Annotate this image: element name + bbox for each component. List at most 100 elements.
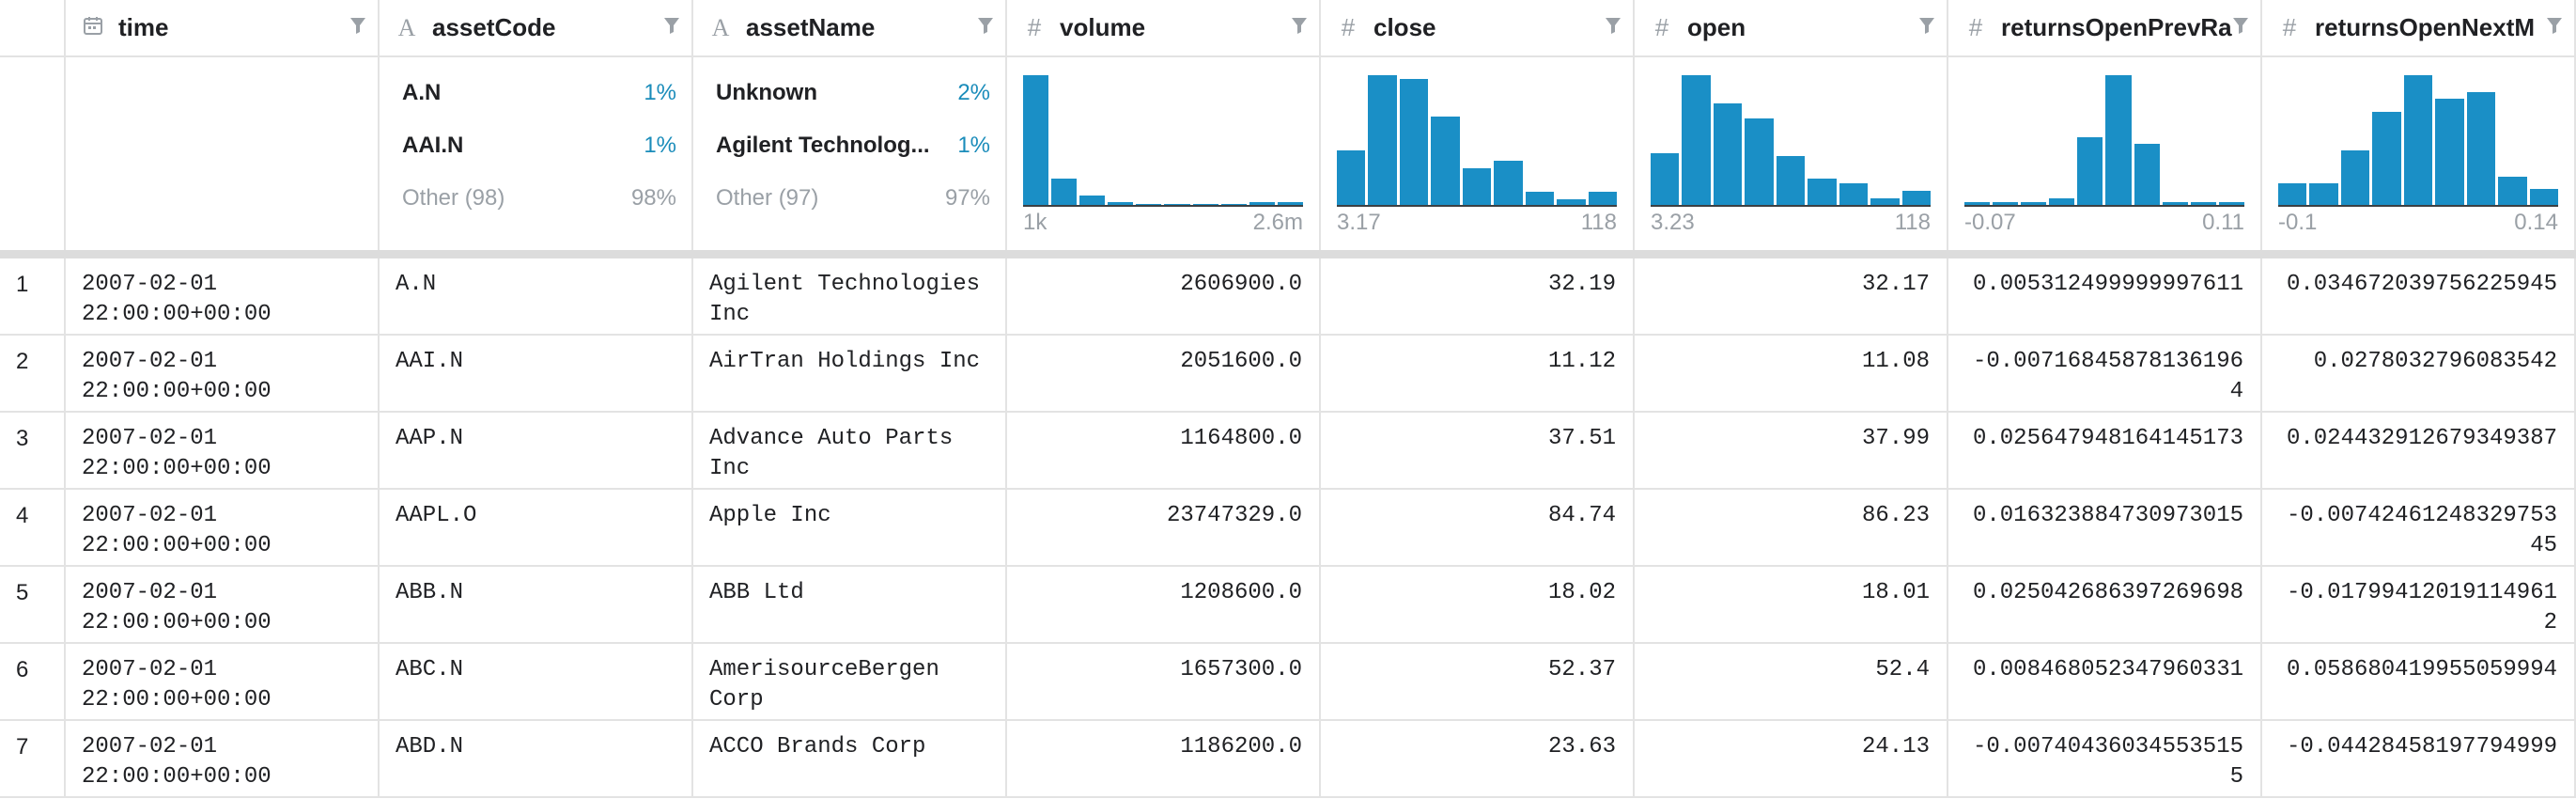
table-cell: AirTran Holdings Inc: [693, 336, 1007, 413]
top-value-share: 2%: [957, 80, 990, 105]
histogram-bar: [1431, 117, 1460, 205]
histogram-bar: [2218, 202, 2244, 205]
top-value: Agilent Technolog... 1%: [716, 133, 990, 159]
column-header[interactable]: # volume: [1007, 0, 1321, 57]
table-cell: 23747329.0: [1007, 490, 1321, 567]
table-cell: 84.74: [1321, 490, 1635, 567]
type-icon: #: [1341, 13, 1356, 41]
histogram-bar: [1993, 202, 2019, 205]
top-value-label: Other (98): [402, 185, 505, 211]
histogram-bar: [2049, 198, 2075, 205]
table-cell: 2051600.0: [1007, 336, 1321, 413]
top-value-label: AAI.N: [402, 133, 464, 158]
filter-icon[interactable]: [663, 16, 680, 39]
histogram-bar: [1164, 203, 1190, 205]
histogram-max: 118: [1894, 210, 1931, 235]
filter-icon[interactable]: [2546, 16, 2563, 39]
table-cell: Advance Auto Parts Inc: [693, 413, 1007, 490]
histogram-min: -0.07: [1964, 210, 2016, 235]
column-name: close: [1373, 13, 1436, 41]
table-cell: -0.04428458197794999: [2262, 721, 2576, 798]
column-header[interactable]: # close: [1321, 0, 1635, 57]
row-index: 5: [0, 567, 66, 644]
table-cell: 1657300.0: [1007, 644, 1321, 721]
table-cell: 52.37: [1321, 644, 1635, 721]
table-cell: 37.99: [1635, 413, 1948, 490]
histogram-bar: [1713, 103, 1743, 205]
table-cell: 37.51: [1321, 413, 1635, 490]
table-cell: 0.025042686397269698: [1948, 567, 2262, 644]
top-value: Other (97) 97%: [716, 185, 990, 212]
histogram: [1964, 73, 2244, 207]
histogram: [2278, 73, 2558, 207]
histogram-bar: [2529, 189, 2558, 205]
histogram-bar: [1839, 182, 1869, 205]
column-name: time: [118, 13, 169, 41]
column-name: returnsOpenNextM: [2315, 13, 2536, 41]
top-value-share: 98%: [630, 185, 676, 211]
histogram-bar: [1494, 161, 1523, 205]
histogram-min: -0.1: [2278, 210, 2318, 235]
table-cell: A.N: [380, 258, 693, 336]
top-value-share: 1%: [644, 133, 676, 158]
histogram-bar: [1220, 203, 1247, 205]
top-value: Other (98) 98%: [402, 185, 676, 212]
histogram-bar: [1192, 203, 1218, 205]
top-value-share: 1%: [957, 133, 990, 158]
histogram-min: 1k: [1023, 210, 1047, 235]
row-index: 2: [0, 336, 66, 413]
top-value: Unknown 2%: [716, 80, 990, 106]
histogram-bar: [1557, 199, 1586, 205]
table-cell: 2007-02-01 22:00:00+00:00: [66, 258, 380, 336]
histogram-bar: [2162, 202, 2188, 205]
top-value-label: Agilent Technolog...: [716, 133, 930, 158]
table-cell: 1186200.0: [1007, 721, 1321, 798]
histogram-min: 3.23: [1651, 210, 1695, 235]
column-summary: A.N 1% AAI.N 1% Other (98) 98%: [380, 57, 693, 250]
row-index: 3: [0, 413, 66, 490]
histogram-bar: [1745, 118, 1774, 205]
histogram-bar: [1337, 150, 1366, 205]
table-cell: 18.02: [1321, 567, 1635, 644]
column-summary: 1k 2.6m: [1007, 57, 1321, 250]
table-cell: ABC.N: [380, 644, 693, 721]
table-cell: 2007-02-01 22:00:00+00:00: [66, 721, 380, 798]
filter-icon[interactable]: [349, 16, 366, 39]
table-cell: -0.007168458781361964: [1948, 336, 2262, 413]
histogram-bar: [1108, 202, 1134, 205]
table-cell: 1164800.0: [1007, 413, 1321, 490]
table-cell: Agilent Technologies Inc: [693, 258, 1007, 336]
column-header[interactable]: # returnsOpenPrevRa: [1948, 0, 2262, 57]
filter-icon[interactable]: [1918, 16, 1935, 39]
table-cell: 0.025647948164145173: [1948, 413, 2262, 490]
column-summary: 3.17 118: [1321, 57, 1635, 250]
column-header[interactable]: # returnsOpenNextM: [2262, 0, 2576, 57]
table-cell: 0.005312499999997611: [1948, 258, 2262, 336]
row-index: 7: [0, 721, 66, 798]
column-summary: [66, 57, 380, 250]
histogram-bar: [1399, 79, 1429, 205]
filter-icon[interactable]: [1291, 16, 1308, 39]
top-value-share: 1%: [644, 80, 676, 105]
histogram-bar: [2498, 176, 2527, 205]
top-value-label: Other (97): [716, 185, 819, 211]
histogram-bar: [2340, 150, 2370, 205]
column-summary: -0.07 0.11: [1948, 57, 2262, 250]
filter-icon[interactable]: [2232, 16, 2249, 39]
column-header[interactable]: # open: [1635, 0, 1948, 57]
table-cell: 2007-02-01 22:00:00+00:00: [66, 413, 380, 490]
column-summary: 3.23 118: [1635, 57, 1948, 250]
filter-icon[interactable]: [1605, 16, 1622, 39]
histogram-bar: [2134, 144, 2160, 205]
histogram: [1023, 73, 1303, 207]
row-index: 4: [0, 490, 66, 567]
table-cell: 11.08: [1635, 336, 1948, 413]
filter-icon[interactable]: [977, 16, 994, 39]
column-header[interactable]: time: [66, 0, 380, 57]
table-cell: -0.007404360345535155: [1948, 721, 2262, 798]
histogram-bar: [1249, 202, 1275, 205]
column-name: returnsOpenPrevRa: [2001, 13, 2232, 41]
